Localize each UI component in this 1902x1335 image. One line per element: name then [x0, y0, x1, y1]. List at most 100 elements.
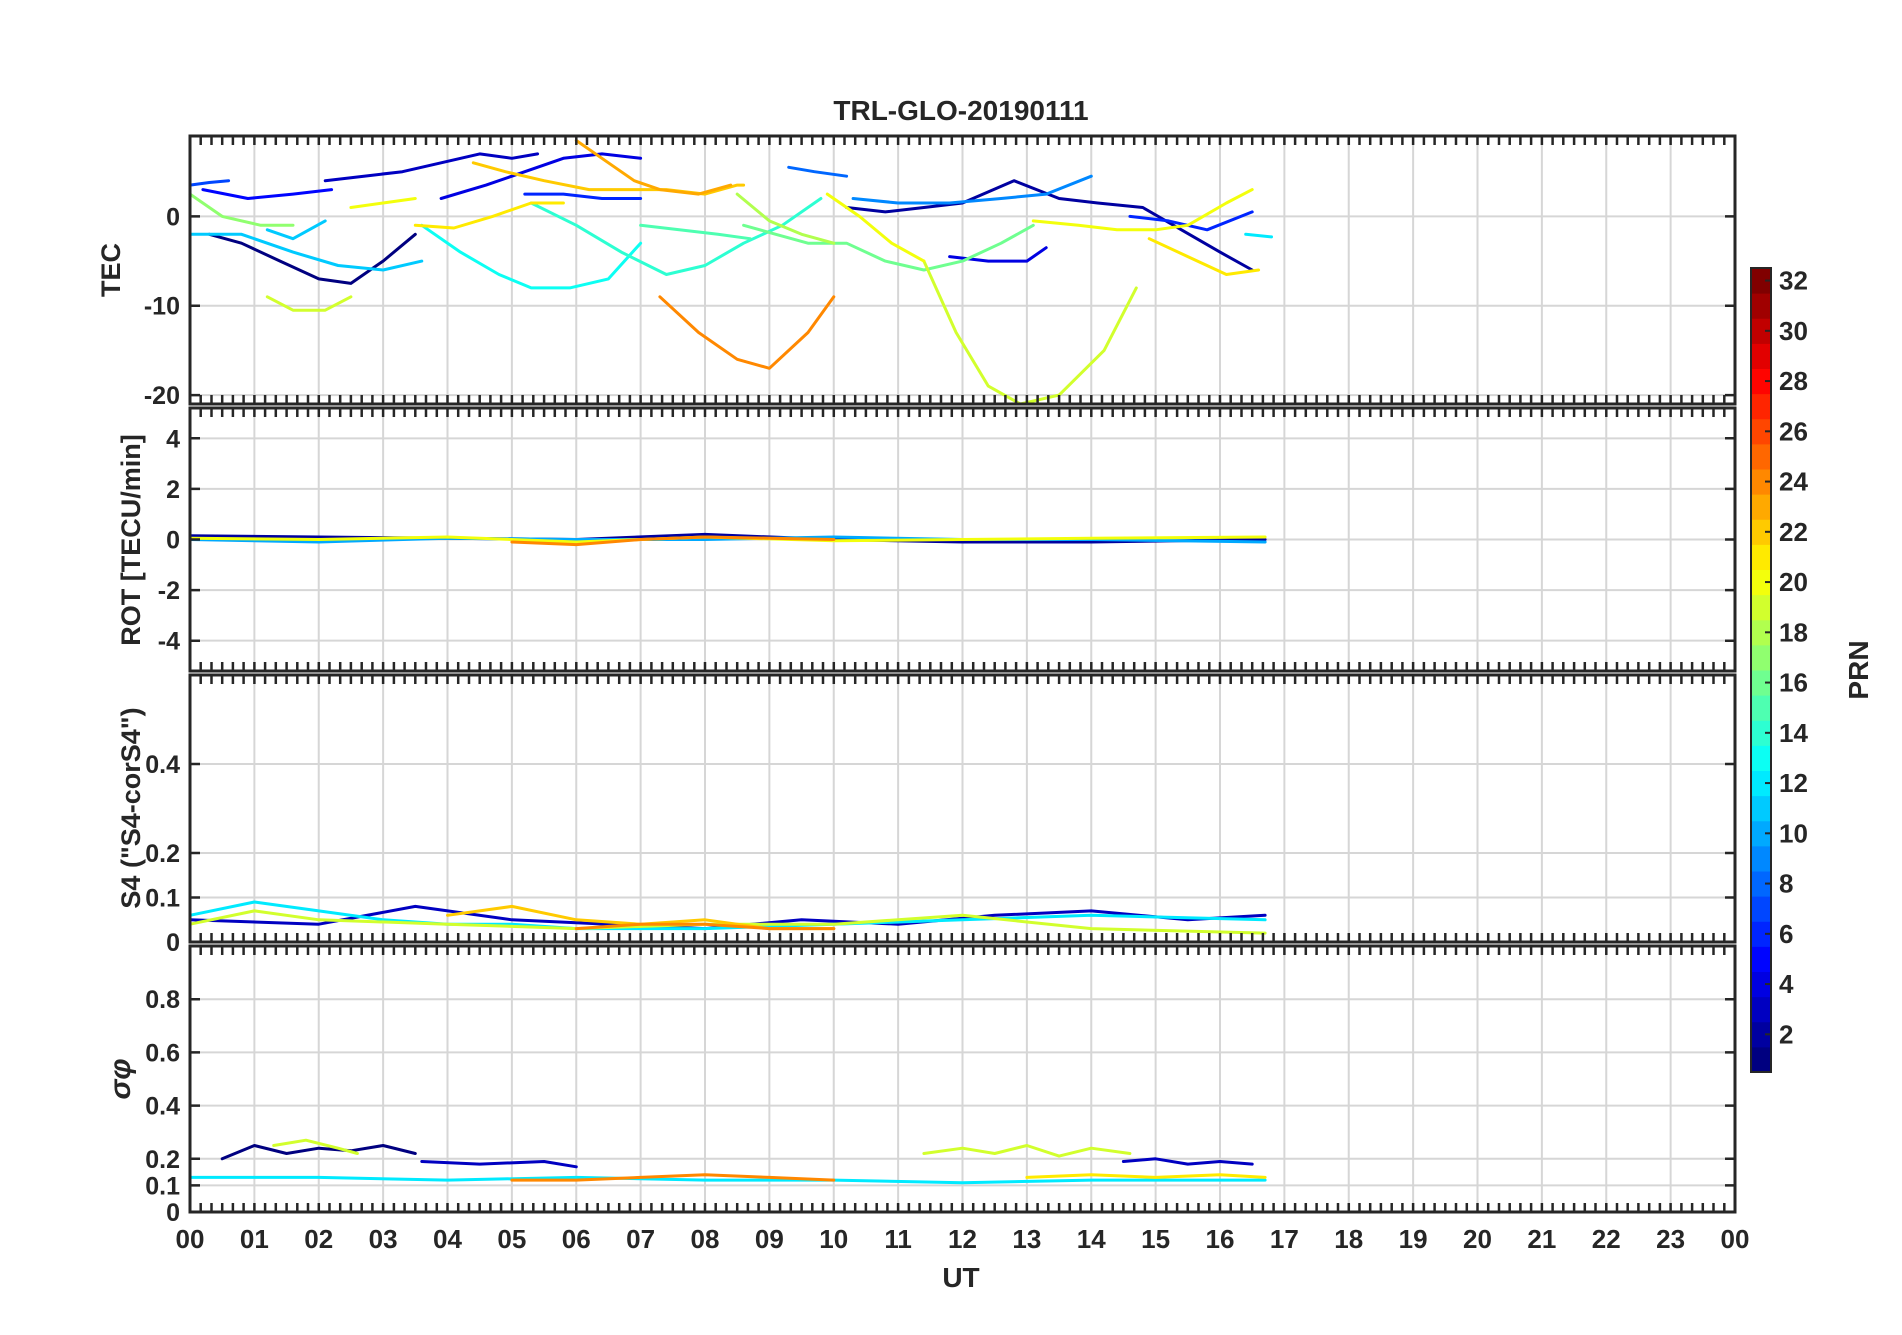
panel-2: 4 2 0 -2 -4 ROT [TECU/min] — [116, 406, 1737, 673]
colorbar-swatch — [1751, 695, 1771, 721]
series-line-prn-17 — [188, 192, 295, 227]
colorbar-swatch — [1751, 494, 1771, 520]
colorbar-swatch — [1751, 1021, 1771, 1048]
series-line-prn-21 — [413, 201, 565, 230]
series-line-prn-18 — [735, 192, 836, 245]
series-line-prn-8 — [787, 165, 849, 178]
y-tick-label: 2 — [166, 476, 180, 504]
colorbar-tick-label: 8 — [1779, 869, 1793, 899]
x-tick-label: 22 — [1592, 1224, 1621, 1254]
colorbar-tick-label: 14 — [1779, 718, 1808, 748]
series-line-prn-24 — [510, 535, 836, 547]
colorbar-swatch — [1751, 268, 1771, 294]
panel-1: 0 -10 -20 TEC — [96, 134, 1737, 410]
colorbar-tick-label: 18 — [1779, 617, 1808, 647]
series-line-prn-15 — [639, 223, 752, 241]
series-line-prn-20 — [1031, 188, 1254, 232]
x-tick-label: 08 — [691, 1224, 720, 1254]
series-line-prn-12 — [1244, 232, 1273, 239]
colorbar-swatch — [1751, 469, 1771, 495]
axes-frame — [188, 406, 1737, 673]
colorbar-tick-label: 30 — [1779, 316, 1808, 346]
colorbar-tick-label: 6 — [1779, 919, 1793, 949]
colorbar-swatch — [1751, 770, 1771, 797]
colorbar-frame — [1750, 267, 1772, 1073]
colorbar-swatch — [1751, 670, 1771, 696]
colorbar-swatch — [1751, 644, 1771, 671]
x-tick-label: 10 — [819, 1224, 848, 1254]
series-line-prn-3 — [1121, 1157, 1254, 1166]
colorbar-tick-label: 2 — [1779, 1019, 1793, 1049]
series-line-prn-19 — [272, 1138, 359, 1155]
colorbar-tick-label: 24 — [1779, 467, 1808, 497]
colorbar-swatch — [1751, 519, 1771, 545]
x-tick-label: 07 — [626, 1224, 655, 1254]
colorbar-swatch — [1751, 871, 1771, 897]
x-tick-label: 19 — [1399, 1224, 1428, 1254]
x-tick-label: 15 — [1141, 1224, 1170, 1254]
series-line-prn-16 — [742, 223, 1035, 272]
y-ticks — [190, 437, 1735, 642]
colorbar-swatch — [1751, 343, 1771, 370]
colorbar-swatch — [1751, 393, 1771, 420]
x-tick-label: 18 — [1334, 1224, 1363, 1254]
x-tick-labels: 00 01 02 03 04 05 06 07 08 09 10 11 12 13 14 15 16 17 18 19… — [176, 1224, 1750, 1254]
y-tick-label: 0.8 — [145, 986, 180, 1014]
colorbar-swatch — [1751, 443, 1771, 470]
x-tick-label: 17 — [1270, 1224, 1299, 1254]
axes-frame — [188, 673, 1737, 944]
series-line-prn-21 — [1025, 1173, 1267, 1179]
x-tick-label: 05 — [497, 1224, 526, 1254]
colorbar-tick-label: 16 — [1779, 668, 1808, 698]
colorbar-tick-label: 4 — [1779, 969, 1794, 999]
colorbar-swatch — [1751, 820, 1771, 847]
y-tick-label: 4 — [166, 425, 180, 453]
series-line-prn-19 — [265, 295, 353, 312]
colorbar-label: PRN — [1843, 640, 1874, 699]
y-tick-label: -2 — [158, 577, 180, 605]
y-tick-label: 0.4 — [145, 751, 180, 779]
colorbar-tick-label: 22 — [1779, 517, 1808, 547]
series-line-prn-2 — [845, 179, 1254, 272]
y-axis-label: S4 ("S4-corS4") — [116, 707, 146, 908]
panel-3: 0.4 0.2 0.1 0 S4 ("S4-corS4") — [116, 673, 1737, 957]
series-line-prn-24 — [658, 295, 836, 370]
series-line-prn-11 — [265, 219, 327, 241]
axes-frame — [188, 944, 1737, 1214]
y-tick-label: 0 — [166, 1199, 180, 1227]
colorbar-swatch — [1751, 971, 1771, 998]
colorbar-swatch — [1751, 720, 1771, 746]
colorbar-swatch — [1751, 569, 1771, 596]
y-tick-label: -4 — [158, 628, 180, 656]
series-line-prn-14 — [529, 197, 823, 276]
series-line-prn-1 — [207, 232, 417, 285]
x-tick-label: 02 — [304, 1224, 333, 1254]
series-line-prn-19 — [188, 909, 1267, 935]
colorbar-swatch — [1751, 368, 1771, 395]
x-tick-label: 00 — [176, 1224, 205, 1254]
series-line-prn-9 — [851, 174, 1093, 205]
y-ticks — [190, 215, 1735, 397]
colorbar-swatch — [1751, 418, 1771, 445]
y-tick-label: 0.4 — [145, 1093, 180, 1121]
x-axis-label: UT — [942, 1262, 979, 1293]
y-tick-label: 0.2 — [145, 1146, 180, 1174]
colorbar-tick-label: 26 — [1779, 416, 1808, 446]
y-tick-label: -20 — [144, 382, 180, 410]
colorbar-tick-label: 32 — [1779, 266, 1808, 296]
series-line-prn-13 — [420, 223, 643, 290]
colorbar-tick-label: 12 — [1779, 768, 1808, 798]
colorbar-tick-label: 28 — [1779, 366, 1808, 396]
series-line-prn-20 — [825, 192, 926, 263]
x-tick-label: 20 — [1463, 1224, 1492, 1254]
y-axis-label: ROT [TECU/min] — [116, 434, 146, 645]
colorbar-swatch — [1751, 1046, 1771, 1073]
x-tick-label: 12 — [948, 1224, 977, 1254]
chart-title: TRL-GLO-20190111 — [833, 95, 1088, 126]
series-line-prn-5 — [201, 188, 334, 200]
y-tick-label: 0.1 — [145, 1172, 180, 1200]
series-line-prn-4 — [439, 152, 643, 200]
